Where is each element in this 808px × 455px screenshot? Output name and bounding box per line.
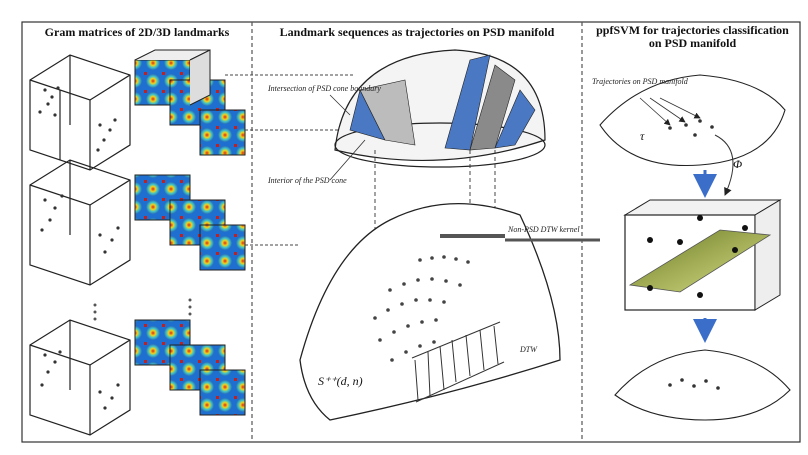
- trajectories-label: Trajectories on PSD manifold: [592, 77, 689, 86]
- right-panel-title: ppfSVM for trajectories classification o…: [596, 24, 789, 50]
- projection-lines: [374, 150, 496, 300]
- outer-border: [21, 21, 801, 443]
- connector-lines: [225, 74, 355, 246]
- right-panel-title-box: ppfSVM for trajectories classification o…: [596, 24, 789, 50]
- top-manifold: [599, 74, 786, 167]
- middle-panel-title: Landmark sequences as trajectories on PS…: [280, 25, 555, 39]
- dtw-alignment: [411, 321, 505, 403]
- cone-label-bottom: Interior of the PSD cone: [267, 176, 347, 185]
- manifold-label: S⁺⁺(d, n): [318, 374, 363, 388]
- gram-group-2: [29, 159, 246, 286]
- psd-cone: [334, 49, 546, 168]
- tau-label: τ: [640, 129, 645, 143]
- dtw-label: DTW: [519, 345, 538, 354]
- svm-box: [623, 199, 782, 311]
- left-panel-title: Gram matrices of 2D/3D landmarks: [45, 25, 230, 39]
- non-psd-label: Non-PSD DTW kernel: [507, 225, 580, 234]
- cone-pointer-bottom: [329, 139, 366, 181]
- phi-label: Φ: [733, 157, 742, 171]
- ellipsis-dots: [93, 298, 192, 321]
- dtw-bar: [440, 234, 505, 238]
- gram-group-1: [29, 49, 246, 171]
- phi-arrow: [714, 134, 734, 196]
- trajectories: [373, 255, 470, 362]
- cone-pointer-top: [329, 94, 351, 116]
- trajectory-arrows: [639, 97, 701, 126]
- gram-group-3: [29, 319, 246, 436]
- bottom-manifold: [614, 349, 791, 421]
- cone-label-top: Intersection of PSD cone boundary: [267, 84, 381, 93]
